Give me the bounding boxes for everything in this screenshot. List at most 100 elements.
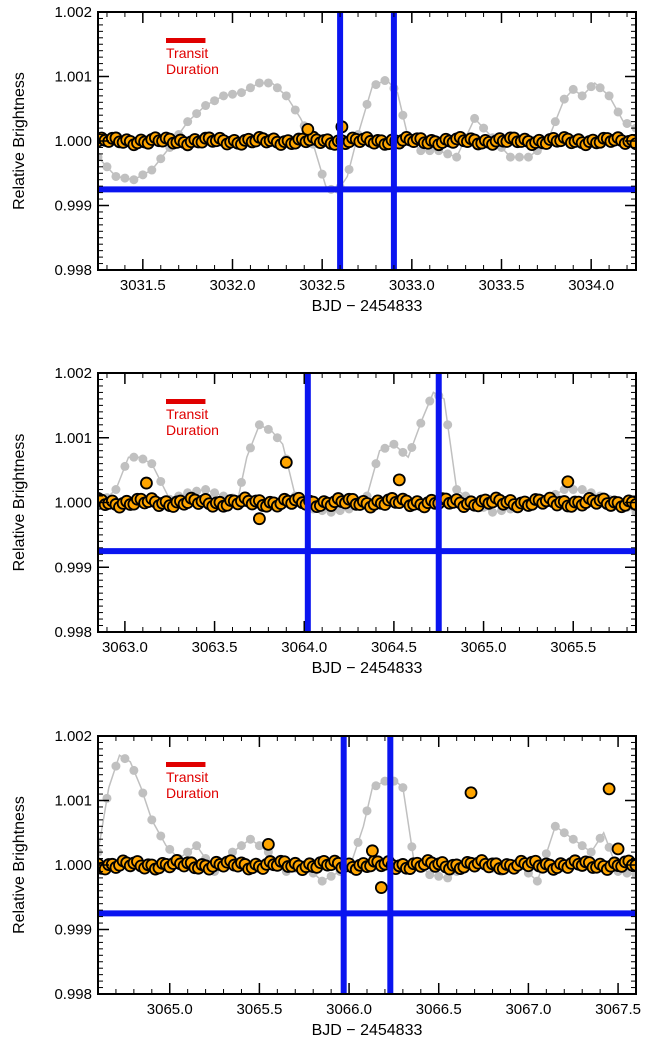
transit-label: Transit [166, 769, 208, 785]
y-tick-label: 0.999 [54, 559, 92, 576]
raw-flux-point [138, 170, 148, 180]
raw-flux-point [452, 152, 462, 162]
raw-flux-point [425, 396, 435, 406]
raw-flux-point [138, 788, 148, 798]
raw-flux-point [183, 117, 193, 127]
raw-flux-point [371, 781, 381, 791]
raw-flux-point [219, 91, 229, 101]
x-tick-label: 3064.0 [281, 639, 327, 656]
raw-flux-point [102, 162, 112, 172]
raw-flux-point [416, 418, 426, 428]
raw-flux-point [613, 107, 623, 117]
x-tick-label: 3034.0 [568, 277, 614, 294]
raw-flux-point [317, 169, 327, 179]
raw-flux-point [550, 117, 560, 127]
x-tick-label: 3066.0 [326, 1001, 372, 1018]
raw-flux-point [245, 834, 255, 844]
raw-flux-point [443, 873, 453, 883]
raw-flux-point [245, 443, 255, 453]
x-tick-label: 3063.5 [192, 639, 238, 656]
y-tick-label: 1.000 [54, 495, 92, 512]
raw-flux-point [389, 439, 399, 449]
detrended-flux-point [301, 122, 315, 136]
x-tick-label: 3033.5 [479, 277, 525, 294]
raw-flux-point [192, 109, 202, 119]
y-axis-title: Relative Brightness [11, 72, 28, 210]
raw-flux-point [147, 815, 157, 825]
raw-flux-point [434, 871, 444, 881]
y-tick-label: 1.000 [54, 857, 92, 874]
raw-flux-point [380, 443, 390, 453]
raw-flux-point [595, 83, 605, 93]
raw-flux-point [443, 149, 453, 159]
raw-flux-point [425, 870, 435, 880]
y-tick-label: 0.999 [54, 922, 92, 939]
raw-flux-point [559, 94, 569, 104]
raw-flux-point [281, 91, 291, 101]
raw-flux-point [254, 841, 264, 851]
raw-flux-point [550, 821, 560, 831]
raw-flux-point [532, 876, 542, 886]
raw-flux-point [479, 123, 489, 133]
raw-flux-point [470, 113, 480, 123]
raw-flux-point [228, 89, 237, 99]
detrended-flux-point [611, 842, 625, 856]
y-tick-label: 1.000 [54, 133, 92, 150]
x-tick-label: 3067.0 [505, 1001, 551, 1018]
transit-label: Transit [166, 45, 208, 61]
raw-flux-point [568, 834, 578, 844]
raw-flux-point [452, 485, 462, 495]
raw-flux-point [236, 88, 246, 98]
raw-flux-point [380, 776, 390, 786]
raw-flux-point [236, 841, 246, 851]
raw-flux-point [398, 110, 408, 120]
raw-flux-point [156, 831, 166, 841]
raw-flux-point [111, 761, 121, 771]
x-axis-title: BJD − 2454833 [312, 1022, 423, 1039]
raw-flux-point [111, 171, 121, 181]
raw-flux-point [398, 447, 408, 457]
duration-label: Duration [166, 785, 219, 801]
raw-flux-point [120, 754, 130, 764]
x-tick-label: 3064.5 [371, 639, 417, 656]
x-tick-label: 3065.5 [550, 639, 596, 656]
y-tick-label: 0.998 [54, 986, 92, 1003]
y-tick-label: 1.001 [54, 69, 92, 86]
raw-flux-point [514, 152, 524, 162]
raw-flux-point [102, 793, 112, 803]
raw-flux-point [577, 485, 587, 495]
x-tick-label: 3065.5 [236, 1001, 282, 1018]
detrended-flux-point [365, 844, 379, 858]
transit-duration-bar [166, 38, 206, 43]
duration-label: Duration [166, 61, 219, 77]
y-tick-label: 1.002 [54, 728, 92, 745]
raw-flux-point [138, 454, 148, 464]
raw-flux-point [586, 82, 596, 92]
transit-duration-bar [166, 762, 206, 767]
detrended-flux-point [140, 476, 153, 490]
raw-flux-point [595, 833, 605, 843]
raw-flux-point [577, 841, 587, 851]
raw-flux-point [236, 477, 246, 487]
detrended-flux-point [602, 782, 616, 796]
y-axis-title: Relative Brightness [11, 434, 28, 572]
raw-flux-point [568, 84, 578, 94]
transit-duration-bar [166, 399, 206, 404]
x-tick-label: 3032.0 [210, 277, 256, 294]
detrended-flux-point [252, 512, 266, 526]
plot-area [98, 12, 636, 270]
detrended-flux-point [392, 473, 406, 487]
raw-flux-point [523, 152, 533, 162]
raw-flux-point [98, 152, 103, 162]
raw-flux-point [371, 459, 381, 469]
raw-flux-point [156, 154, 166, 164]
raw-flux-point [156, 476, 166, 486]
detrended-flux-point [561, 475, 575, 489]
raw-flux-point [505, 152, 515, 162]
x-axis-title: BJD − 2454833 [312, 298, 423, 315]
y-tick-label: 0.998 [54, 262, 92, 279]
raw-flux-point [192, 841, 202, 851]
